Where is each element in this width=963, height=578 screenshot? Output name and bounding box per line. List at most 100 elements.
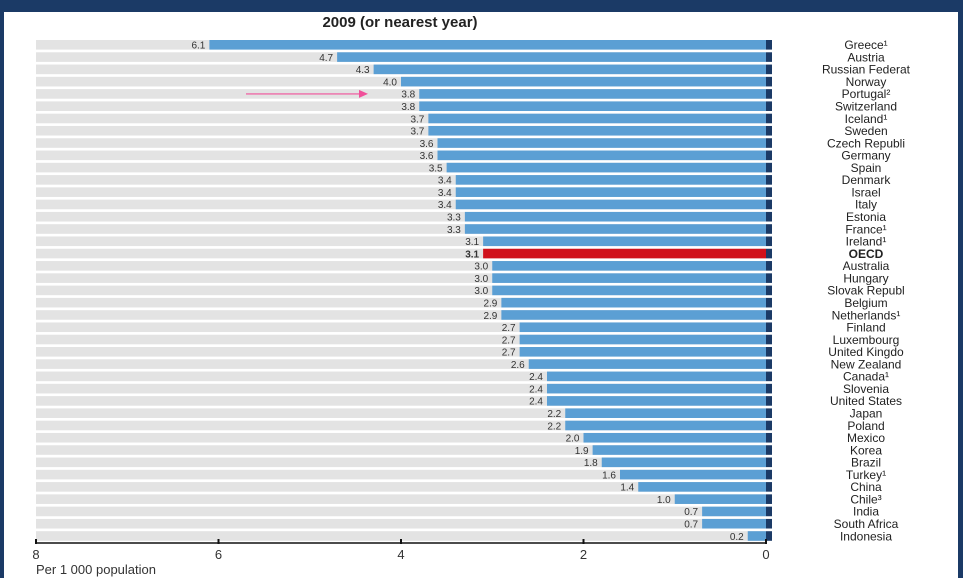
bar-track	[36, 506, 766, 517]
category-label: Greece¹	[844, 38, 887, 52]
x-tick-label: 6	[215, 547, 222, 562]
bar	[565, 408, 766, 418]
value-label: 3.6	[420, 139, 434, 150]
category-label: South Africa	[834, 517, 899, 531]
bar-track	[36, 175, 766, 185]
bar-end-tick	[766, 506, 772, 517]
bar-end-tick	[766, 310, 772, 320]
bar-end-tick	[766, 531, 772, 541]
category-label: Italy	[855, 198, 877, 212]
bar-track	[36, 150, 766, 161]
bar-track	[36, 371, 766, 382]
bar	[620, 469, 766, 480]
category-label: Netherlands¹	[832, 308, 901, 322]
bar-track	[36, 445, 766, 455]
bar	[528, 359, 766, 369]
category-label: Finland	[846, 321, 885, 335]
bar	[455, 187, 766, 197]
value-label: 4.0	[383, 77, 397, 88]
category-label: Iceland¹	[845, 112, 888, 126]
category-label: France¹	[845, 222, 886, 236]
left-frame-border	[0, 0, 4, 578]
bar-end-tick	[766, 494, 772, 504]
bar	[464, 211, 766, 222]
category-label: Portugal²	[842, 87, 891, 101]
category-label: Canada¹	[843, 370, 889, 384]
bar-end-tick	[766, 150, 772, 161]
value-label: 3.4	[438, 188, 452, 199]
value-label: 0.7	[684, 520, 698, 531]
x-tick-label: 0	[762, 547, 769, 562]
category-label: Brazil	[851, 456, 881, 470]
category-label: Russian Federat	[822, 63, 911, 77]
category-label: New Zealand	[831, 357, 902, 371]
value-label: 2.9	[483, 298, 497, 309]
category-label: Norway	[846, 75, 887, 89]
bar-end-tick	[766, 334, 772, 345]
bar	[501, 297, 766, 308]
category-label: Switzerland	[835, 100, 897, 114]
bar-end-tick	[766, 236, 772, 247]
category-label: Denmark	[842, 173, 892, 187]
value-label: 2.0	[566, 434, 580, 445]
category-label: Japan	[850, 407, 883, 421]
bar-end-tick	[766, 347, 772, 357]
value-label: 2.7	[502, 335, 516, 346]
category-label: Austria	[847, 50, 885, 64]
bar-track	[36, 310, 766, 320]
bar	[583, 432, 766, 443]
bar-end-tick	[766, 457, 772, 468]
bar-end-tick	[766, 224, 772, 234]
bar-track	[36, 494, 766, 504]
bar-end-tick	[766, 162, 772, 173]
bar	[455, 175, 766, 185]
category-label: Poland	[847, 419, 884, 433]
value-label: 3.8	[401, 102, 415, 113]
category-label: United States	[830, 394, 902, 408]
bar	[337, 52, 766, 62]
bar	[547, 396, 766, 406]
bar-end-tick	[766, 408, 772, 418]
category-label: Israel	[851, 185, 880, 199]
bar-track	[36, 531, 766, 541]
bar-end-tick	[766, 248, 772, 259]
category-label: India	[853, 505, 879, 519]
bar	[437, 150, 766, 161]
bar	[747, 531, 766, 541]
value-label: 3.7	[410, 127, 424, 138]
value-label: 0.2	[730, 532, 744, 543]
x-axis-label: Per 1 000 population	[36, 562, 156, 577]
bar	[483, 236, 766, 247]
value-label: 3.0	[474, 274, 488, 285]
bar	[547, 383, 766, 394]
category-label: Luxembourg	[833, 333, 900, 347]
value-label: 3.0	[474, 262, 488, 273]
bar-end-tick	[766, 359, 772, 369]
category-label: Turkey¹	[846, 468, 886, 482]
category-label: Estonia	[846, 210, 886, 224]
category-label: Indonesia	[840, 529, 892, 543]
bar	[492, 261, 766, 271]
value-label: 3.0	[474, 286, 488, 297]
bar-track	[36, 273, 766, 283]
category-label: Chile³	[850, 492, 881, 506]
bar-track	[36, 359, 766, 369]
bar-end-tick	[766, 125, 772, 136]
value-label: 3.6	[420, 151, 434, 162]
bar-track	[36, 322, 766, 333]
bar	[455, 199, 766, 210]
bar-track	[36, 383, 766, 394]
value-label: 3.1	[465, 237, 479, 248]
value-label: 2.4	[529, 372, 543, 383]
bar-track	[36, 162, 766, 173]
bar-track	[36, 187, 766, 197]
bar	[373, 64, 766, 75]
bar-track	[36, 285, 766, 296]
bar	[674, 494, 766, 504]
bar	[428, 125, 766, 136]
bar-track	[36, 101, 766, 111]
category-label: Ireland¹	[846, 235, 887, 249]
bar	[519, 334, 766, 345]
bar-end-tick	[766, 138, 772, 148]
